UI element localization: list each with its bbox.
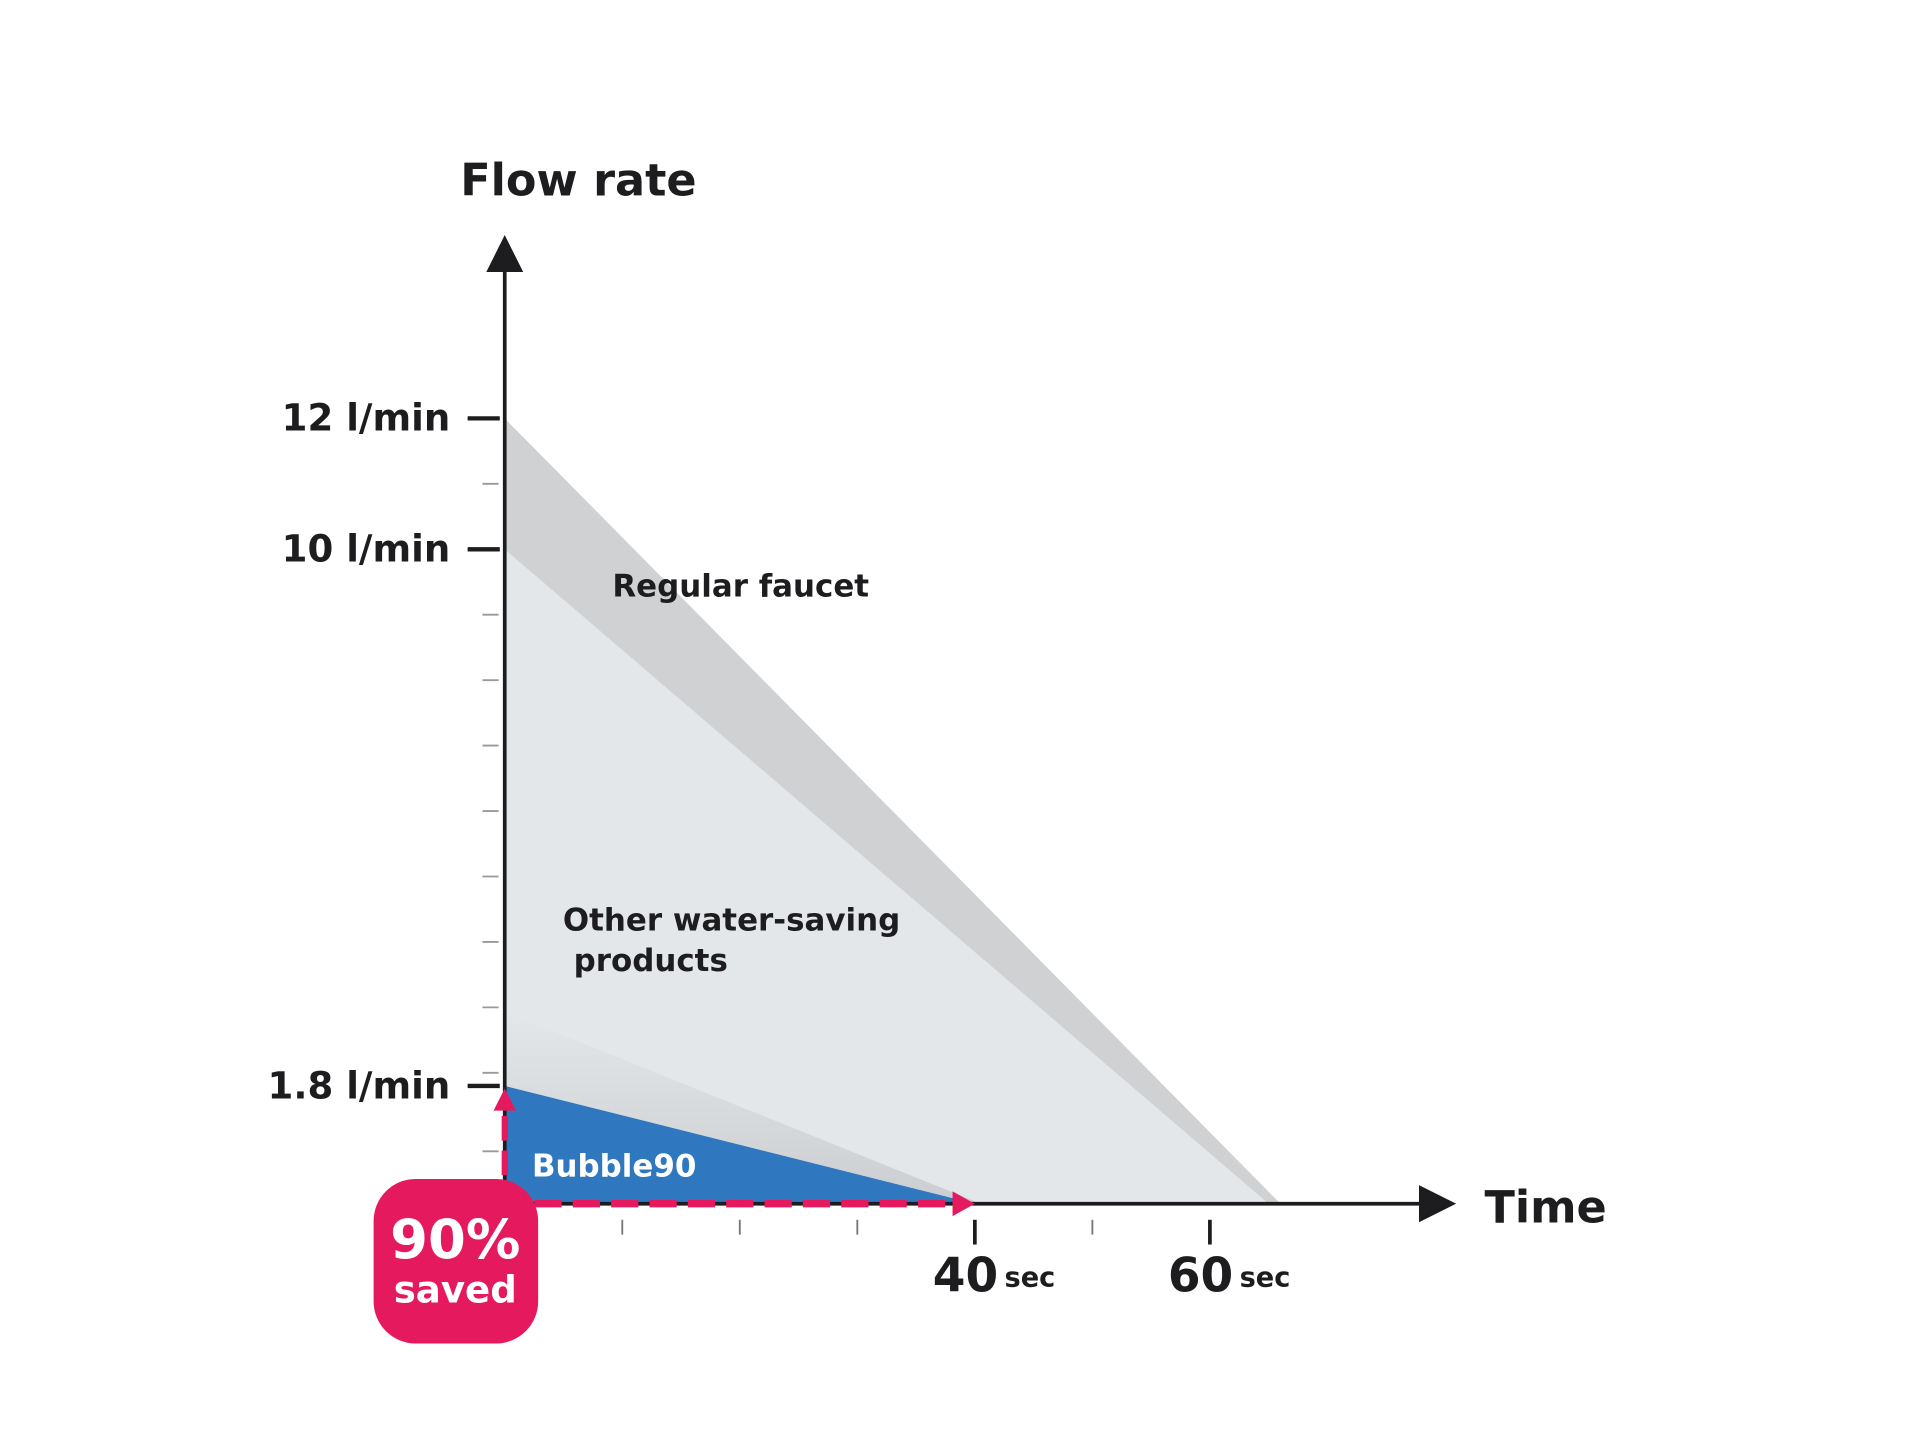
savings-badge: 90% saved (373, 1178, 539, 1344)
x-tick-number: 60 (1168, 1249, 1233, 1304)
y-axis-title: Flow rate (460, 154, 696, 206)
arrow-right-icon (952, 1191, 975, 1217)
arrow-up-icon (493, 1088, 516, 1111)
series-label-bubble90: Bubble90 (532, 1148, 696, 1184)
badge-background (373, 1178, 539, 1344)
series-label-other-line2: products (563, 943, 728, 979)
x-tick-unit: sec (1005, 1263, 1056, 1294)
area-layer (504, 418, 1281, 1204)
labels: Flow rate Time Regular faucet Other wate… (460, 154, 1607, 1233)
y-tick-label: 12 l/min (282, 397, 451, 440)
x-axis-title: Time (1485, 1181, 1607, 1233)
series-label-other-line1: Other water-saving (563, 902, 900, 938)
badge-caption: saved (394, 1269, 517, 1312)
x-tick-unit: sec (1240, 1263, 1291, 1294)
bubble90-shadow (504, 1011, 975, 1204)
y-tick-label: 10 l/min (282, 528, 451, 571)
series-label-regular-faucet: Regular faucet (612, 568, 869, 604)
x-tick-number: 40 (933, 1249, 998, 1304)
badge-percent: 90% (390, 1207, 520, 1271)
y-tick-label: 1.8 l/min (268, 1064, 451, 1107)
